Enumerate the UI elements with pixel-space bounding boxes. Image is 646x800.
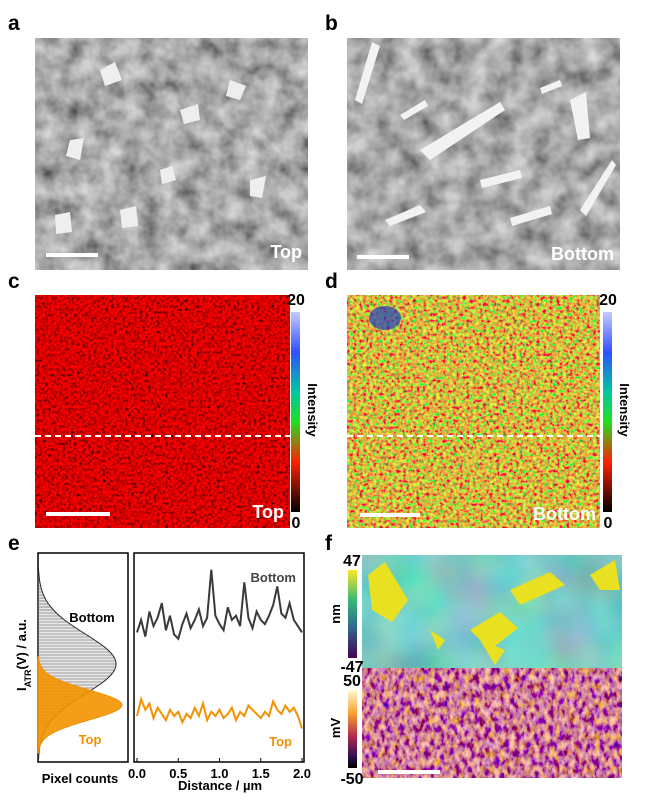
map-image xyxy=(35,295,290,528)
x-tick-label: 2.0 xyxy=(293,766,311,781)
y-axis-label: IATR(V) / a.u. xyxy=(14,619,33,691)
colorbar-min: -50 xyxy=(340,771,363,788)
line-series xyxy=(136,696,303,729)
caption: Top xyxy=(270,242,302,262)
histogram-shape xyxy=(37,656,123,754)
series-label: Top xyxy=(79,732,102,747)
panel-label: f xyxy=(325,532,333,555)
panel-label: e xyxy=(8,532,20,555)
series-label: Bottom xyxy=(251,570,297,585)
map-image xyxy=(347,295,600,528)
colorbar-max: 20 xyxy=(599,292,617,309)
series-label: Top xyxy=(269,734,292,749)
panel-label: c xyxy=(8,270,20,293)
x-tick-label: 0.5 xyxy=(169,766,187,781)
caption: Top xyxy=(252,502,284,522)
caption: Bottom xyxy=(551,244,614,264)
colorbar-max: 47 xyxy=(343,553,361,570)
colorbar-min: 0 xyxy=(604,515,613,532)
colorbar-min: 0 xyxy=(292,515,301,532)
colorbar-max: 20 xyxy=(287,292,305,309)
y-label-part: ATR xyxy=(23,669,33,687)
line-series xyxy=(136,569,303,641)
colorbar-unit: mV xyxy=(328,718,343,739)
y-label-part: (V) / a.u. xyxy=(14,619,29,670)
topography-features xyxy=(368,560,620,665)
series-label: Bottom xyxy=(69,610,115,625)
x-tick-label: 1.5 xyxy=(252,766,270,781)
sem-image xyxy=(347,38,620,270)
panel-label: b xyxy=(325,12,338,35)
colorbar xyxy=(291,312,300,512)
colorbar-min: -47 xyxy=(340,659,363,676)
colorbar-max: 50 xyxy=(343,673,361,690)
colorbar xyxy=(603,312,612,512)
colorbar-unit: nm xyxy=(328,604,343,624)
potential-image xyxy=(362,668,622,778)
blue-spot xyxy=(369,306,401,330)
grains xyxy=(55,62,266,234)
colorbar-title: Intensity xyxy=(617,383,632,437)
colorbar xyxy=(348,570,357,658)
panel-label: d xyxy=(325,270,338,293)
colorbar xyxy=(348,690,357,768)
y-label-part: I xyxy=(14,687,29,691)
caption: Bottom xyxy=(533,504,596,524)
x-tick-label: 0.0 xyxy=(128,766,146,781)
x-axis-label: Distance / µm xyxy=(178,778,262,793)
colorbar-title: Intensity xyxy=(305,383,320,437)
platelets xyxy=(355,42,616,226)
panel-label: a xyxy=(8,12,20,35)
x-tick-label: 1.0 xyxy=(210,766,228,781)
histogram-label: Pixel counts xyxy=(42,771,119,786)
